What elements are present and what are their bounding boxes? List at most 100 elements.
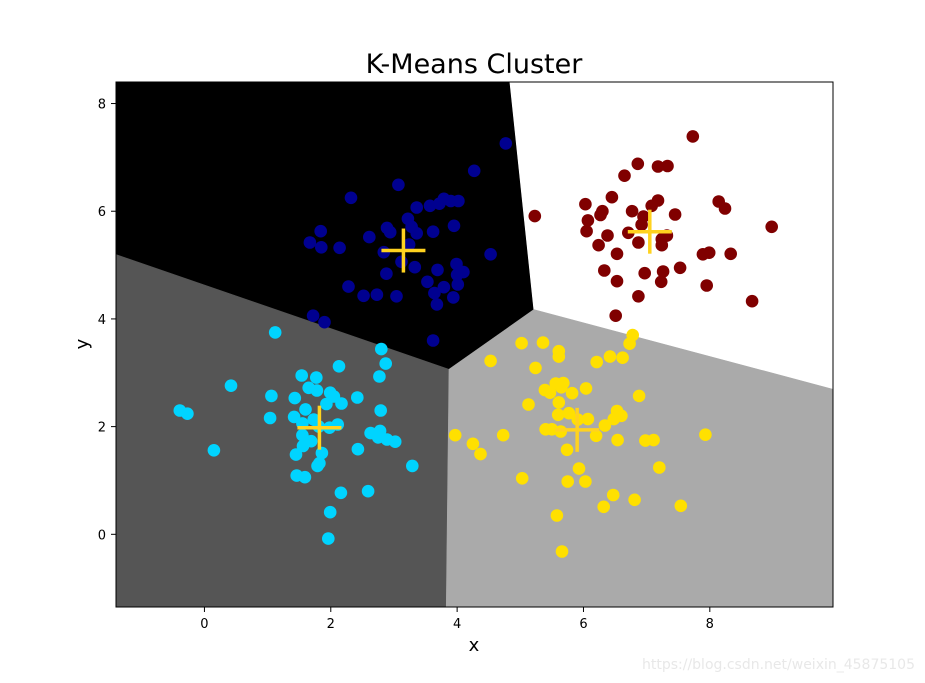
data-point [318,315,331,329]
data-point [543,386,557,400]
data-points [173,130,778,558]
x-tick-label: 8 [706,617,714,632]
data-point [611,433,624,447]
centroid-marker [381,228,426,273]
data-point [207,444,221,457]
data-point [448,428,462,442]
plot-frame [115,81,834,608]
y-axis: 0 2 4 6 8 [98,98,116,543]
data-point [702,246,716,259]
data-point [654,275,668,289]
data-point [552,396,566,409]
y-tick-label: 2 [98,421,106,436]
y-axis-label: y [72,338,93,349]
data-point [380,267,393,281]
data-point [499,137,513,150]
data-point [450,268,464,282]
data-point [605,190,619,204]
data-point [515,336,528,350]
data-point [623,337,636,351]
data-point [562,406,576,420]
data-point [625,204,639,218]
data-point [653,461,666,474]
data-point [298,470,312,484]
data-point [320,397,333,411]
data-point [295,369,309,382]
data-point [610,274,624,288]
data-point [603,350,617,363]
centroid-marker [627,209,672,254]
data-point [484,248,497,261]
data-point [363,230,376,244]
data-point [579,382,593,395]
data-point [724,247,737,261]
data-point [598,264,611,277]
data-point [306,309,320,323]
data-point [351,391,364,404]
data-point [552,350,566,363]
data-point [335,397,348,410]
data-point [423,199,437,213]
data-point [344,191,358,205]
data-point [699,428,712,442]
data-point [536,336,550,349]
data-point [265,389,278,403]
data-point [332,360,346,373]
data-point [322,532,335,545]
data-point [550,509,564,522]
data-point [628,493,641,507]
x-tick-label: 6 [579,617,587,632]
data-point [496,428,510,442]
data-point [314,224,328,238]
data-point [310,371,323,384]
data-point [674,499,688,513]
data-point [579,475,592,488]
data-point [296,428,309,442]
data-point [315,446,329,460]
data-point [263,411,277,425]
data-point [299,403,312,416]
data-point [638,266,651,280]
data-point [474,447,487,461]
data-point [572,462,586,475]
data-point [392,178,405,192]
data-point [655,238,669,252]
data-point [375,342,388,356]
y-tick-label: 0 [98,528,106,543]
data-point [310,384,324,397]
data-point [616,351,629,365]
data-point [589,429,603,443]
data-point [452,194,465,208]
data-point [370,288,384,302]
data-point [484,354,497,368]
data-point [686,130,700,143]
data-point [410,201,424,214]
data-point [466,437,480,451]
data-point [426,334,440,347]
data-point [528,209,542,223]
data-point [610,247,624,261]
data-point [579,197,592,211]
data-point [515,472,529,485]
data-point [606,488,620,502]
data-point [361,484,375,498]
data-point [357,289,370,303]
data-point [428,286,441,300]
data-point [661,159,674,173]
data-point [631,157,645,171]
data-point [447,219,461,233]
data-point [549,377,562,390]
data-point [373,424,387,438]
y-tick-label: 8 [98,98,106,113]
data-point [426,225,440,238]
data-point [408,260,422,274]
data-point [632,236,645,249]
y-tick-label: 6 [98,205,106,220]
centroid-marker [297,405,342,450]
data-point [651,160,665,173]
data-point [268,326,282,339]
data-point [609,309,622,323]
data-point [551,408,565,422]
data-point [467,164,481,178]
data-point [560,443,574,457]
